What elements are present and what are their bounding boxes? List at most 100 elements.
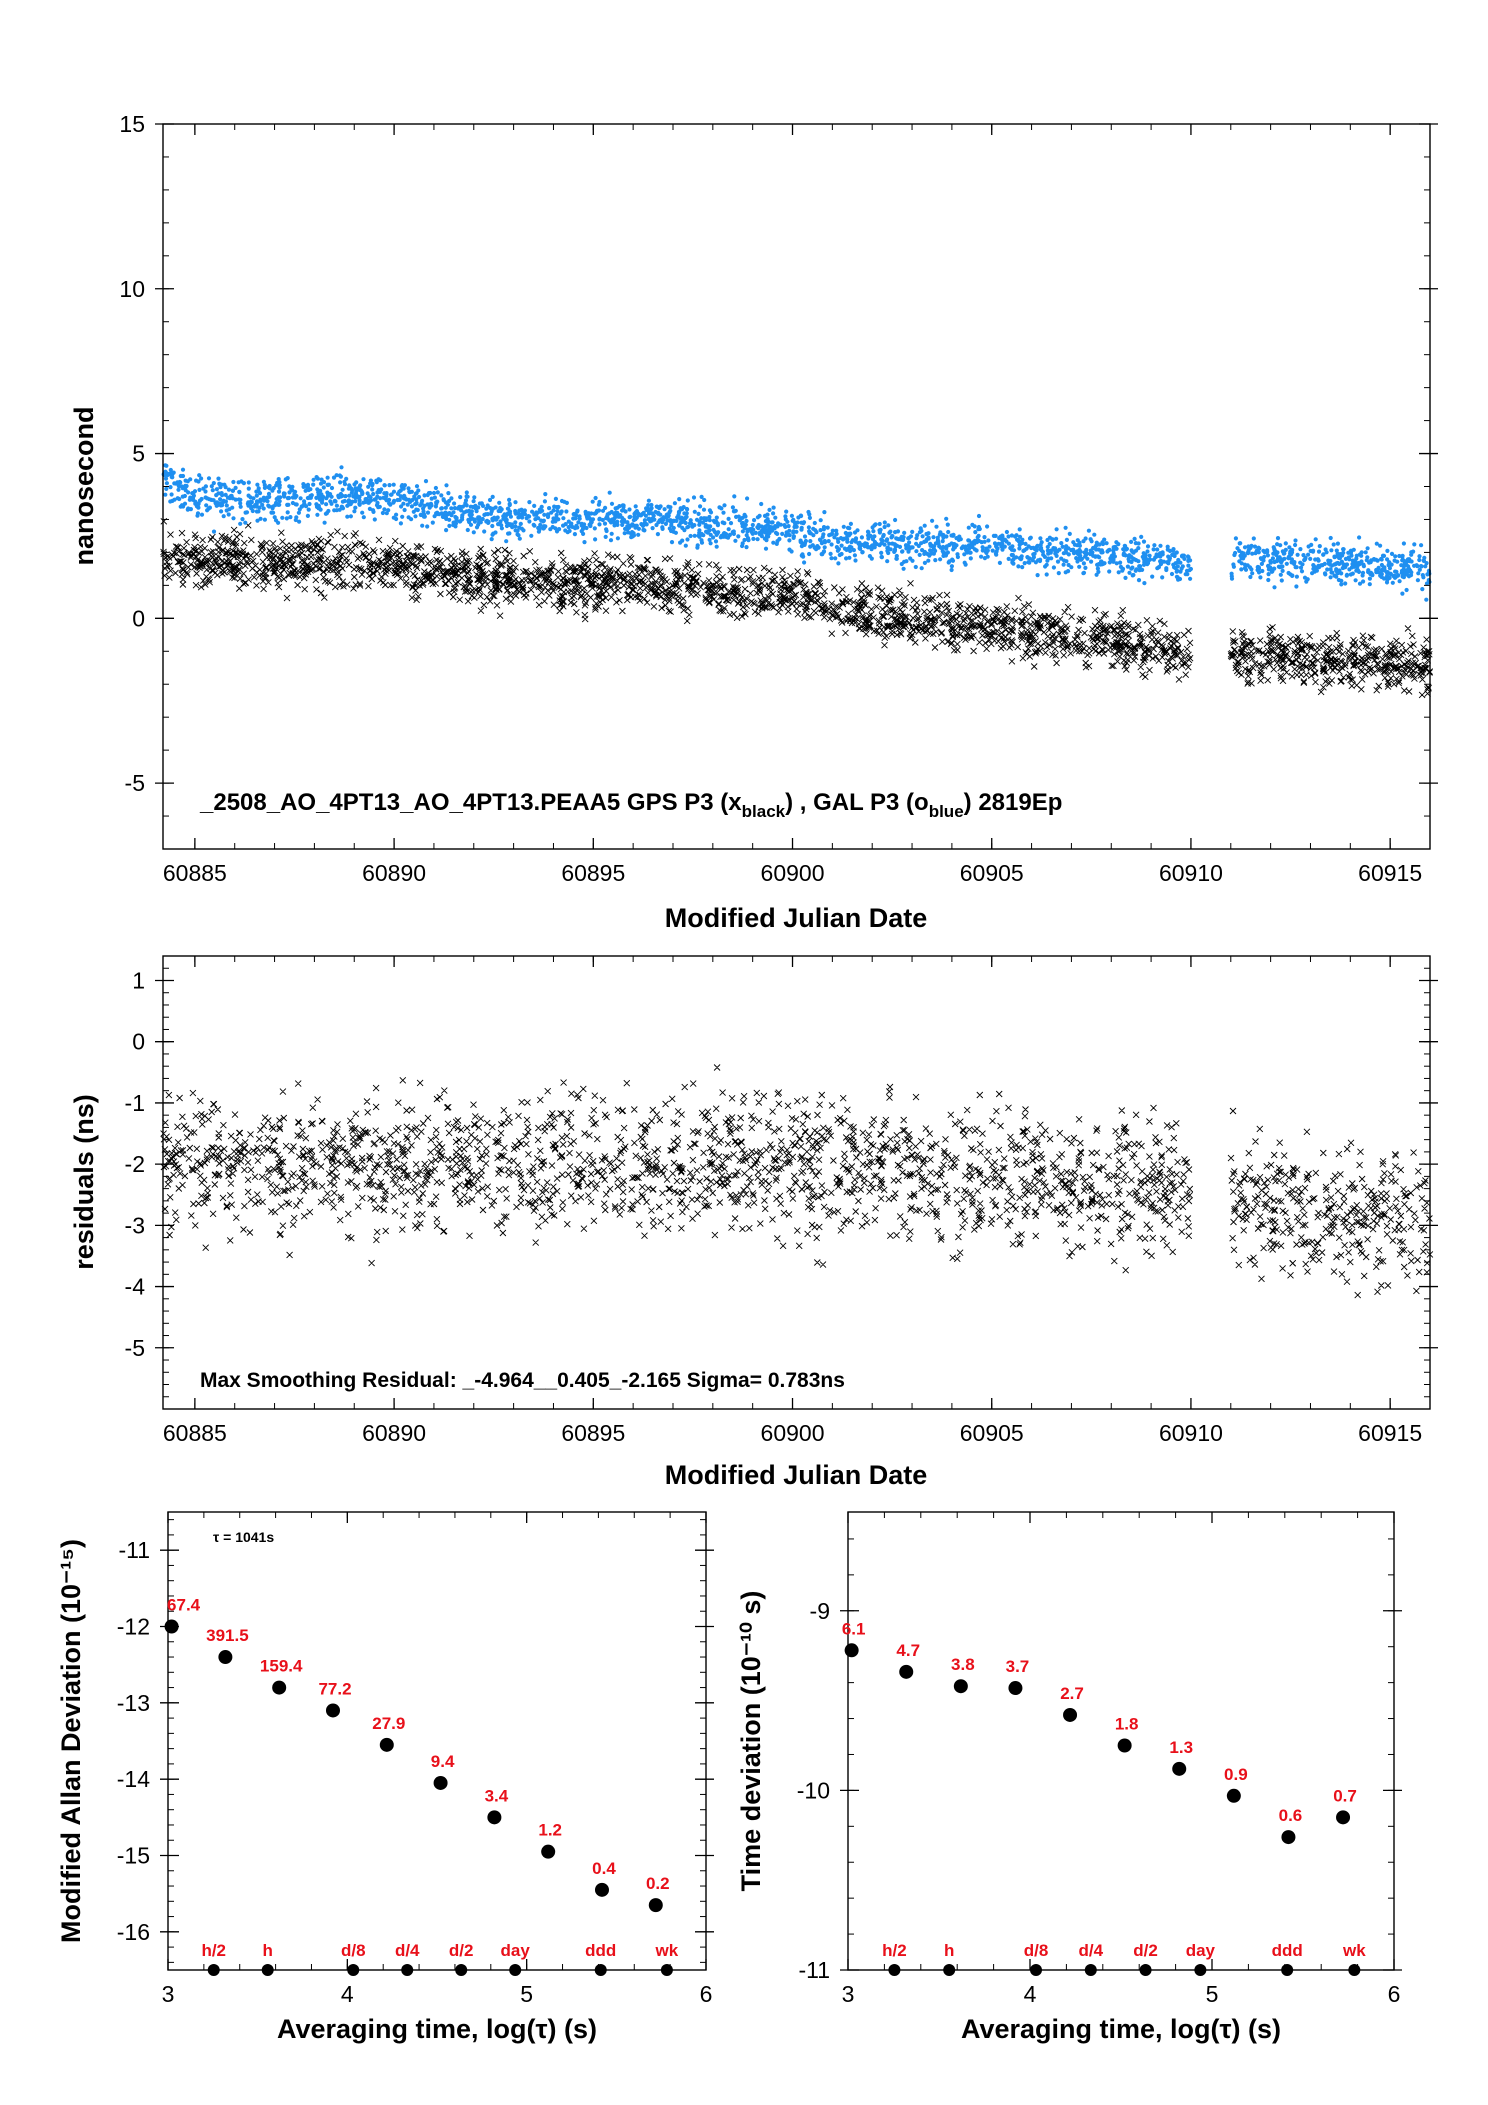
data-point (1003, 537, 1008, 542)
data-point (1278, 572, 1283, 577)
data-point (214, 500, 219, 505)
data-point (1369, 558, 1374, 563)
data-point (1229, 571, 1234, 576)
data-point (611, 520, 617, 525)
data-point (1123, 575, 1128, 581)
data-point (626, 530, 631, 535)
data-point (786, 524, 791, 529)
residuals-annotation: Max Smoothing Residual: _-4.964__0.405_-… (200, 1369, 845, 1392)
residuals-panel: 60885 60890 60895 60900 60905 60910 60915 -5 -4 -… (69, 955, 1438, 1490)
data-point (756, 526, 761, 531)
data-point (985, 524, 990, 529)
period-marker-label: d/2 (449, 1941, 474, 1960)
data-point (941, 535, 946, 540)
data-point (216, 491, 221, 496)
data-point (1302, 575, 1308, 580)
data-point (669, 523, 674, 528)
data-point (1102, 537, 1107, 542)
data-point (708, 532, 713, 537)
data-point (802, 560, 807, 565)
data-point (1411, 549, 1416, 554)
data-point (1174, 574, 1179, 579)
data-point (625, 520, 630, 525)
data-point (655, 532, 661, 537)
data-point (1417, 567, 1422, 572)
data-point (1252, 544, 1258, 549)
data-point (1169, 571, 1175, 577)
data-point (714, 519, 719, 524)
data-point (471, 530, 476, 535)
data-point (354, 480, 359, 485)
data-point (1137, 564, 1142, 569)
data-point (1363, 550, 1368, 555)
data-point (464, 503, 469, 508)
data-point (868, 533, 873, 539)
time-series-frame (162, 123, 1431, 850)
data-point (701, 507, 707, 512)
data-point (1412, 542, 1417, 547)
data-point (572, 511, 577, 517)
data-point (188, 507, 193, 512)
data-point (902, 530, 907, 536)
data-point (447, 517, 452, 522)
data-point (183, 478, 188, 483)
data-point (716, 530, 721, 535)
data-point (1290, 547, 1295, 553)
tdev-panel: 3 4 5 6 -11 -10 -9 6.1 4.7 3.8 3.7 2.7 1.8 1.3 0.9 0.6… (736, 1511, 1402, 2044)
data-point (224, 503, 229, 508)
data-point (817, 537, 823, 542)
x-tick-label: 60900 (761, 860, 825, 886)
period-marker-label: d/8 (341, 1941, 366, 1960)
data-point (324, 496, 329, 501)
data-point (1041, 552, 1046, 557)
data-point (1325, 567, 1330, 572)
data-point (736, 534, 741, 539)
data-point (184, 483, 189, 489)
data-point (296, 510, 301, 515)
data-point (882, 542, 887, 547)
data-point (1096, 547, 1101, 552)
data-point (900, 549, 905, 554)
data-point (1061, 551, 1066, 556)
data-point (360, 510, 365, 515)
data-point (185, 507, 190, 512)
data-point (1378, 571, 1383, 576)
data-point (462, 510, 467, 515)
data-point (530, 509, 535, 514)
data-point (406, 515, 411, 520)
deviation-point (1117, 1738, 1132, 1753)
data-point (254, 493, 259, 498)
data-point (853, 536, 859, 541)
data-point (649, 502, 654, 508)
data-point (444, 483, 449, 488)
data-point (1298, 547, 1303, 552)
data-point (489, 509, 494, 514)
data-point (1047, 535, 1052, 540)
data-point (219, 491, 224, 496)
data-point (1313, 537, 1318, 542)
data-point (787, 533, 792, 538)
data-point (1401, 564, 1406, 569)
data-point (1260, 568, 1265, 574)
data-point (238, 501, 243, 506)
data-point (338, 480, 343, 485)
data-point (1332, 554, 1337, 559)
deviation-point (953, 1679, 968, 1694)
data-point (176, 487, 181, 492)
data-point (726, 535, 731, 540)
data-point (931, 535, 936, 540)
data-point (218, 497, 223, 502)
data-point (443, 505, 448, 510)
data-point (687, 521, 693, 526)
data-point (1038, 542, 1043, 548)
data-point (532, 503, 537, 508)
deviation-point (844, 1643, 859, 1658)
data-point (722, 503, 727, 508)
data-point (579, 523, 584, 528)
data-point (1045, 544, 1050, 550)
data-point (777, 536, 782, 542)
data-point (1029, 545, 1034, 551)
data-point (443, 500, 448, 505)
data-point (968, 556, 973, 561)
data-point (272, 515, 277, 520)
